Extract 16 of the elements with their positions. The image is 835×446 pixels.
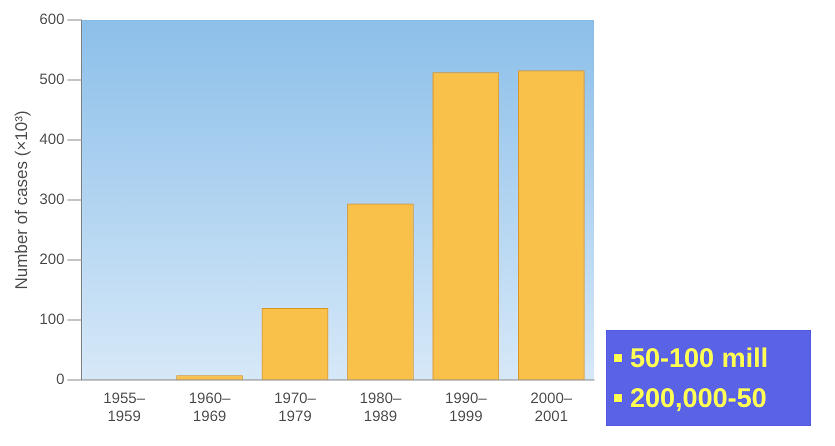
y-tick-label: 300 (39, 191, 64, 208)
y-axis-title: Number of cases (×10³) (12, 110, 31, 290)
x-tick-label: 1960– 1969 (188, 390, 232, 426)
x-tick-label: 1990– 1999 (444, 390, 488, 426)
text: 50-100 mill (630, 342, 768, 375)
x-tick-label: 1955– 1959 (103, 390, 146, 426)
x-tick-label: 1970– 1979 (274, 390, 317, 426)
x-tick-label: 2000– 2001 (530, 390, 573, 426)
text: 200,000-50 (630, 382, 767, 415)
y-tick-label: 600 (39, 11, 64, 28)
y-tick-label: 100 (39, 311, 64, 328)
y-tick-label: 200 (39, 251, 64, 268)
x-tick-label: 1980– 1989 (360, 390, 402, 426)
y-tick-label: 0 (56, 371, 64, 388)
y-tick-label: 500 (39, 71, 64, 88)
y-tick-label: 400 (39, 131, 64, 148)
